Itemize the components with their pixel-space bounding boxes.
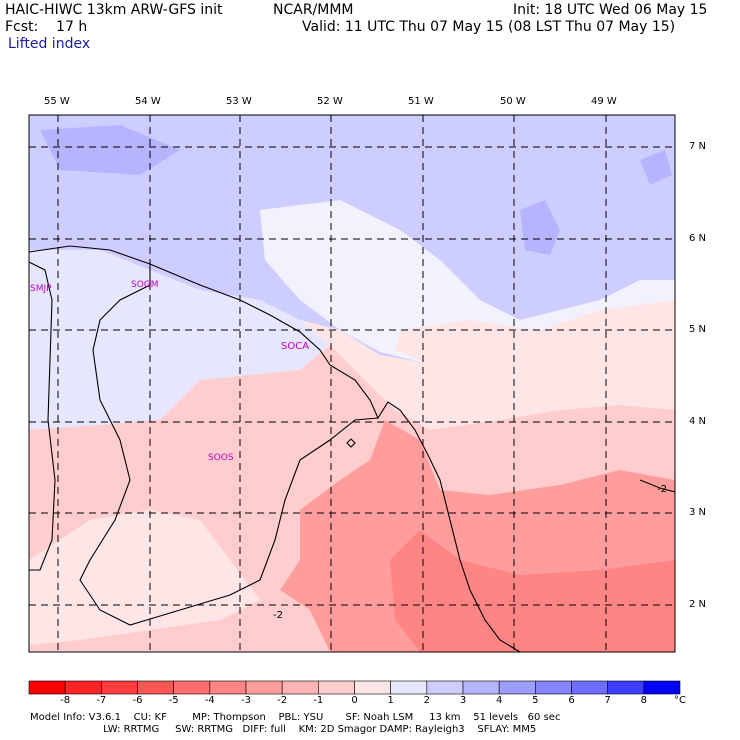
colorbar-swatch [643,680,681,695]
shade-blue-blob-1 [520,200,560,255]
shaded-field [29,115,675,652]
colorbar-tick: -8 [60,695,71,706]
lon-label-50w: 50 W [500,96,526,107]
forecast-hour: Fcst: 17 h [5,19,88,35]
border-suriname-french-guiana [79,264,379,626]
colorbar-tick: 7 [604,695,611,706]
colorbar-tick: -1 [313,695,324,706]
lat-label-6n: 6 N [689,233,707,244]
colorbar-tick: 4 [495,695,503,706]
colorbar-swatch [209,680,247,695]
colorbar-tick: -4 [204,695,215,706]
colorbar-tick: -3 [241,695,251,706]
coastlines-borders [29,245,675,652]
model-info-line2: LW: RRTMG SW: RRTMG DIFF: full KM: 2D Sm… [30,724,537,735]
colorbar-tick: -5 [168,695,179,706]
shade-blue-blob-3 [40,125,180,175]
colorbar [28,680,681,695]
colorbar-swatch [571,680,608,695]
valid-time: Valid: 11 UTC Thu 07 May 15 (08 LST Thu … [302,19,676,35]
colorbar-unit: °C [674,695,686,706]
colorbar-swatch [426,680,464,695]
colorbar-tick: 5 [532,695,539,706]
lat-label-4n: 4 N [689,416,707,427]
colorbar-swatch [101,680,138,695]
lat-label-3n: 3 N [689,507,707,518]
station-soos: SOOS [208,453,234,463]
lon-label-54w: 54 W [135,96,161,107]
colorbar-swatches [28,680,681,695]
colorbar-swatch [607,680,645,695]
shade-pink-east [395,300,675,410]
colorbar-tick: -2 [277,695,288,706]
model-title: HAIC-HIWC 13km ARW-GFS init [5,2,223,18]
colorbar-swatch [28,680,66,695]
contour-label-west: -2 [273,610,283,621]
shade-blue-blob-2 [640,150,672,185]
colorbar-swatch [245,680,283,695]
colorbar-tick: 6 [568,695,575,706]
colorbar-tick: 1 [387,695,394,706]
init-time: Init: 18 UTC Wed 06 May 15 [513,2,708,18]
border-guyana-suriname [29,261,56,571]
colorbar-tick: -6 [132,695,143,706]
contour-label-east: -2 [657,484,667,495]
colorbar-swatch [318,680,355,695]
lat-label-2n: 2 N [689,599,707,610]
shade-pink-west [29,510,260,645]
lon-label-51w: 51 W [408,96,434,107]
contour-minus2-east [639,479,675,493]
colorbar-swatch [462,680,500,695]
colorbar-swatch [354,680,391,695]
plot-frame [28,114,676,653]
colorbar-swatch [173,680,211,695]
model-info-line1: Model Info: V3.6.1 CU: KF MP: Thompson P… [30,712,561,723]
organization-label: NCAR/MMM [273,2,354,18]
graticule [29,115,675,652]
colorbar-tick: 2 [423,695,431,706]
lon-label-49w: 49 W [591,96,617,107]
colorbar-tick: -7 [96,695,107,706]
colorbar-swatch [535,680,572,695]
colorbar-swatch [64,680,102,695]
lon-label-52w: 52 W [317,96,343,107]
shade-pale-blue-coast [29,250,330,430]
station-smjp: SMJP [30,284,52,294]
colorbar-tick: 8 [640,695,648,706]
lon-label-53w: 53 W [226,96,252,107]
lon-label-55w: 55 W [44,96,70,107]
station-sogm: SOGM [131,280,159,290]
island-marker [346,438,356,448]
station-soca: SOCA [281,341,310,352]
lat-label-7n: 7 N [689,141,707,152]
colorbar-tick: 0 [351,695,358,706]
colorbar-swatch [498,680,536,695]
shade-red-deep [390,530,675,652]
colorbar-swatch [137,680,174,695]
coastline [29,245,521,652]
lat-label-5n: 5 N [689,324,707,335]
field-name: Lifted index [8,36,91,52]
colorbar-tick: 3 [459,695,467,706]
colorbar-swatch [281,680,319,695]
colorbar-swatch [390,680,428,695]
